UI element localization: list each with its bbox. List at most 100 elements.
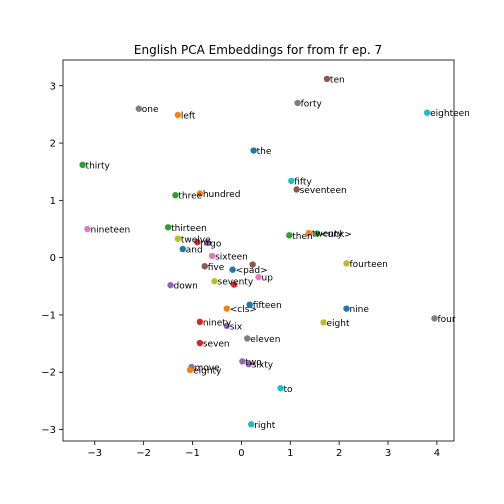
plot-area bbox=[62, 59, 455, 442]
chart-title: English PCA Embeddings for from fr ep. 7 bbox=[134, 43, 382, 57]
data-point bbox=[196, 318, 204, 326]
point-label: then bbox=[292, 232, 312, 242]
point-label: seventy bbox=[218, 278, 254, 288]
data-point bbox=[250, 147, 257, 154]
point-label: and bbox=[186, 246, 203, 256]
point-label: forty bbox=[301, 99, 323, 109]
point-label: ten bbox=[330, 75, 345, 85]
point-label: four bbox=[437, 315, 455, 325]
data-point bbox=[172, 192, 179, 199]
point-label: sixteen bbox=[215, 252, 248, 262]
x-tick-label: −1 bbox=[185, 448, 200, 459]
data-point bbox=[431, 315, 438, 322]
data-point bbox=[247, 421, 255, 428]
point-label: two bbox=[245, 358, 262, 368]
data-point bbox=[255, 273, 262, 281]
point-label: eleven bbox=[250, 335, 280, 345]
point-label: thirty bbox=[86, 161, 111, 171]
data-point bbox=[194, 238, 201, 246]
point-label: right bbox=[254, 421, 276, 431]
point-label: nine bbox=[349, 305, 369, 315]
data-point bbox=[245, 361, 252, 368]
point-label: eight bbox=[327, 319, 350, 329]
point-label: move bbox=[195, 364, 221, 374]
y-tick-label: 0 bbox=[50, 253, 56, 264]
x-tick-label: 1 bbox=[287, 448, 293, 459]
point-label: seventeen bbox=[300, 186, 347, 196]
point-label: eighteen bbox=[430, 109, 470, 119]
data-point bbox=[186, 366, 194, 374]
point-label: thirteen bbox=[171, 224, 207, 234]
data-point bbox=[305, 229, 313, 237]
point-labels: tenfortyeighteenoneleftthethirtyfiftysev… bbox=[86, 75, 470, 430]
data-point bbox=[211, 277, 218, 285]
point-label: fifty bbox=[294, 177, 312, 187]
data-point bbox=[196, 190, 204, 197]
data-point bbox=[167, 281, 174, 289]
data-point bbox=[239, 358, 246, 365]
x-tick-label: 3 bbox=[385, 448, 391, 459]
point-label: nineteen bbox=[90, 226, 130, 236]
data-point bbox=[249, 261, 256, 268]
y-axis: −3 −2 −1 0 1 2 3 bbox=[41, 81, 63, 436]
point-label: eighty bbox=[193, 366, 222, 376]
data-point bbox=[244, 335, 251, 342]
data-point bbox=[223, 305, 230, 312]
point-label: fourteen bbox=[349, 260, 387, 270]
x-axis: −3 −2 −1 0 1 2 3 4 bbox=[87, 441, 440, 459]
point-label: to bbox=[283, 385, 293, 395]
y-tick-label: −2 bbox=[41, 368, 56, 379]
data-point bbox=[246, 301, 253, 308]
x-tick-label: −2 bbox=[136, 448, 151, 459]
point-label: twenty bbox=[312, 230, 344, 240]
data-point bbox=[323, 75, 331, 83]
data-point bbox=[293, 186, 300, 193]
data-point bbox=[164, 224, 172, 231]
point-label: <pad> bbox=[236, 266, 268, 276]
data-point bbox=[286, 232, 293, 239]
data-point bbox=[203, 239, 211, 246]
data-point bbox=[223, 322, 230, 330]
point-label: down bbox=[174, 282, 198, 292]
data-point bbox=[230, 281, 238, 288]
data-point bbox=[313, 230, 321, 237]
point-label: three bbox=[178, 192, 202, 202]
point-label: no bbox=[200, 239, 212, 249]
x-tick-label: 2 bbox=[336, 448, 342, 459]
point-label: left bbox=[181, 112, 196, 122]
point-label: sixty bbox=[252, 361, 274, 371]
data-point bbox=[277, 385, 284, 392]
data-point bbox=[343, 305, 350, 312]
x-tick-label: −3 bbox=[87, 448, 102, 459]
point-label: the bbox=[257, 147, 272, 157]
data-point bbox=[288, 177, 295, 185]
point-label: five bbox=[208, 263, 225, 273]
y-tick-label: −3 bbox=[41, 425, 56, 436]
data-point bbox=[294, 99, 301, 107]
point-label: six bbox=[230, 322, 243, 332]
data-point bbox=[320, 319, 327, 326]
data-point bbox=[343, 260, 350, 267]
data-point bbox=[174, 235, 182, 242]
data-point bbox=[135, 105, 142, 112]
data-point bbox=[201, 263, 208, 270]
y-tick-label: 1 bbox=[50, 196, 56, 207]
data-point bbox=[174, 111, 182, 119]
point-label: <unk> bbox=[320, 230, 352, 240]
y-tick-label: −1 bbox=[41, 310, 56, 321]
y-tick-label: 2 bbox=[50, 139, 56, 150]
point-label: go bbox=[210, 239, 222, 249]
x-tick-label: 4 bbox=[434, 448, 440, 459]
data-points bbox=[79, 75, 438, 428]
point-label: seven bbox=[203, 340, 230, 350]
data-point bbox=[179, 245, 186, 253]
data-point bbox=[84, 225, 91, 233]
data-point bbox=[423, 109, 431, 116]
point-label: <cls> bbox=[230, 305, 257, 315]
point-label: twelve bbox=[181, 235, 211, 245]
point-label: up bbox=[262, 274, 274, 284]
data-point bbox=[229, 266, 236, 273]
data-point bbox=[79, 161, 86, 169]
point-label: ninety bbox=[203, 318, 232, 328]
